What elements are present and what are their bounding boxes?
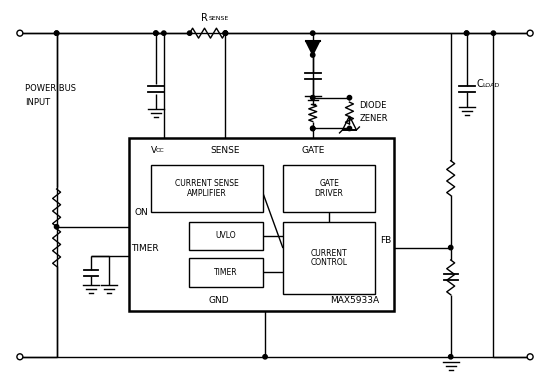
Circle shape (263, 355, 267, 359)
Text: C: C (476, 79, 483, 89)
Text: CONTROL: CONTROL (311, 258, 348, 267)
Circle shape (311, 126, 315, 131)
Text: AMPLIFIER: AMPLIFIER (187, 189, 227, 198)
Text: R: R (201, 13, 207, 23)
Circle shape (527, 354, 533, 360)
Text: DRIVER: DRIVER (315, 189, 344, 198)
Text: FB: FB (380, 235, 391, 245)
Text: POWER BUS: POWER BUS (25, 84, 76, 93)
Polygon shape (306, 41, 320, 55)
Text: GATE: GATE (319, 179, 339, 188)
Circle shape (153, 31, 158, 35)
Text: SENSE: SENSE (208, 16, 229, 21)
Circle shape (347, 96, 351, 100)
Text: INPUT: INPUT (25, 98, 50, 107)
Text: MAX5933A: MAX5933A (330, 296, 380, 305)
Text: ON: ON (134, 208, 148, 217)
Bar (129, 138, 394, 311)
Bar (283, 222, 375, 294)
Bar (189, 258, 263, 287)
Text: SENSE: SENSE (211, 146, 240, 155)
Circle shape (162, 31, 166, 35)
Text: CC: CC (156, 148, 164, 153)
Text: TIMER: TIMER (131, 243, 159, 253)
Circle shape (223, 31, 228, 35)
Text: DIODE: DIODE (359, 101, 387, 110)
Circle shape (464, 31, 469, 35)
Circle shape (464, 31, 469, 35)
Circle shape (311, 53, 315, 57)
Text: CURRENT SENSE: CURRENT SENSE (175, 179, 239, 188)
Circle shape (311, 96, 315, 100)
Circle shape (223, 31, 228, 35)
Circle shape (223, 31, 228, 35)
Text: ZENER: ZENER (359, 114, 388, 123)
Circle shape (311, 31, 315, 35)
Circle shape (449, 245, 453, 250)
Circle shape (311, 126, 315, 131)
Circle shape (491, 31, 496, 35)
Circle shape (54, 31, 59, 35)
Circle shape (527, 30, 533, 36)
Bar (283, 165, 375, 212)
Bar (151, 165, 263, 212)
Text: TIMER: TIMER (214, 268, 238, 277)
Circle shape (347, 126, 351, 131)
Bar (189, 222, 263, 250)
Text: GATE: GATE (301, 146, 324, 155)
Text: CURRENT: CURRENT (311, 248, 348, 258)
Text: V: V (151, 146, 157, 155)
Text: LOAD: LOAD (482, 83, 500, 88)
Circle shape (17, 30, 23, 36)
Circle shape (17, 354, 23, 360)
Circle shape (153, 31, 158, 35)
Circle shape (188, 31, 192, 35)
Text: UVLO: UVLO (216, 231, 236, 240)
Circle shape (54, 31, 59, 35)
Text: GND: GND (208, 296, 229, 305)
Circle shape (54, 224, 59, 229)
Circle shape (449, 355, 453, 359)
